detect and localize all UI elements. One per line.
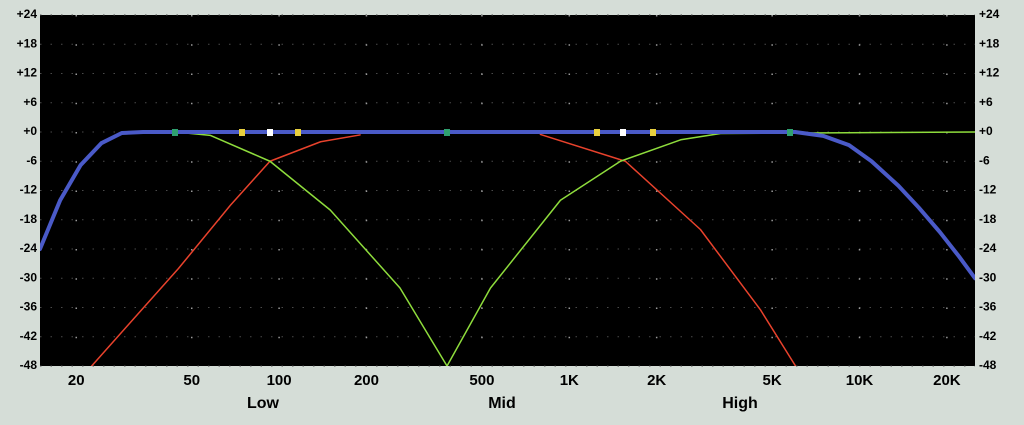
y2-tick-label: -24 xyxy=(979,241,997,255)
x-tick-label: 5K xyxy=(763,372,782,389)
y-tick-label: -42 xyxy=(20,329,38,343)
band-label: Low xyxy=(247,395,280,412)
x-tick-label: 20 xyxy=(68,372,85,389)
y2-tick-label: -36 xyxy=(979,300,997,314)
y-tick-label: +0 xyxy=(23,124,37,138)
x-tick-label: 200 xyxy=(354,372,379,389)
y-tick-label: -18 xyxy=(20,212,38,226)
y2-tick-label: -12 xyxy=(979,183,997,197)
y2-tick-label: -48 xyxy=(979,358,997,372)
response-curve xyxy=(90,134,361,366)
y-tick-label: +18 xyxy=(17,36,38,50)
x-tick-label: 100 xyxy=(267,372,292,389)
band-label: High xyxy=(722,395,758,412)
band-label: Mid xyxy=(488,395,516,412)
handle xyxy=(650,129,656,136)
y-tick-label: -6 xyxy=(26,153,37,167)
handle xyxy=(444,129,450,136)
curves xyxy=(40,130,975,366)
y-tick-label: -30 xyxy=(20,270,38,284)
x-tick-label: 20K xyxy=(933,372,961,389)
x-tick-label: 500 xyxy=(469,372,494,389)
plot-area xyxy=(40,15,975,366)
y2-tick-label: +12 xyxy=(979,66,1000,80)
response-curve xyxy=(40,130,975,281)
handle xyxy=(620,129,626,136)
handle xyxy=(787,129,793,136)
y-tick-label: -24 xyxy=(20,241,38,255)
x-tick-label: 2K xyxy=(647,372,666,389)
y-tick-label: -48 xyxy=(20,358,38,372)
y-tick-label: +12 xyxy=(17,66,38,80)
handle xyxy=(267,129,273,136)
handle xyxy=(239,129,245,136)
y2-tick-label: +18 xyxy=(979,36,1000,50)
labels: +24 +24 +18 +18 +12 +12 +6 +6 +0 +0 -6 -6 -12 -12 -18 -… xyxy=(17,7,1000,412)
y2-tick-label: +6 xyxy=(979,95,993,109)
grid xyxy=(40,14,975,367)
y-tick-label: +6 xyxy=(23,95,37,109)
x-tick-label: 50 xyxy=(183,372,200,389)
y2-tick-label: -42 xyxy=(979,329,997,343)
response-curve xyxy=(174,131,975,366)
y2-tick-label: -30 xyxy=(979,270,997,284)
handle xyxy=(295,129,301,136)
band-handles xyxy=(172,129,793,136)
y2-tick-label: +24 xyxy=(979,7,1000,21)
x-tick-label: 1K xyxy=(560,372,579,389)
y2-tick-label: -18 xyxy=(979,212,997,226)
y-tick-label: -12 xyxy=(20,183,38,197)
y2-tick-label: -6 xyxy=(979,153,990,167)
handle xyxy=(172,129,178,136)
response-curve xyxy=(539,133,797,366)
x-tick-label: 10K xyxy=(846,372,874,389)
y2-tick-label: +0 xyxy=(979,124,993,138)
y-tick-label: +24 xyxy=(17,7,38,21)
handle xyxy=(594,129,600,136)
y-tick-label: -36 xyxy=(20,300,38,314)
